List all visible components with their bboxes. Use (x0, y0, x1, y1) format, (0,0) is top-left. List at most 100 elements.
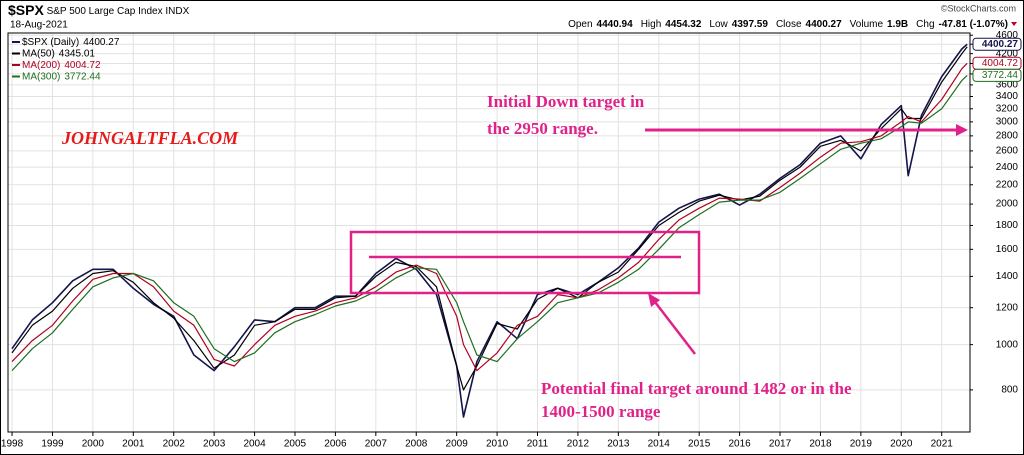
arrow-head (648, 293, 660, 307)
x-tick-label: 2006 (324, 439, 347, 450)
x-tick-label: 2009 (446, 439, 469, 450)
lines (11, 43, 968, 418)
value-label: 4004.72 (982, 58, 1019, 69)
x-tick-label: 2007 (365, 439, 388, 450)
value-box: 4004.72 (972, 56, 1022, 70)
series-line (11, 74, 968, 372)
x-tick-label: 2013 (607, 439, 630, 450)
exchange: INDX (165, 6, 189, 17)
value-label: 3772.44 (982, 70, 1019, 81)
y-tick-label: 4600 (996, 30, 1019, 41)
quote-value: 4440.94 (597, 19, 634, 30)
value-box: 3772.44 (972, 68, 1022, 82)
x-tick-label: 2008 (405, 439, 428, 450)
y-tick-label: 3400 (996, 91, 1019, 102)
legend-name: MA(50) (22, 48, 55, 59)
quote-value: 1.9B (887, 19, 908, 30)
legend-name: MA(200) (22, 60, 60, 71)
quote-label: Low (709, 19, 728, 30)
y-tick-label: 4200 (996, 48, 1019, 59)
legend-value: 3772.44 (64, 71, 101, 82)
legend-entry: MA(300) 3772.44 (22, 71, 101, 82)
quote-label: Volume (850, 19, 884, 30)
legend-value: 4400.27 (83, 37, 120, 48)
x-tick-label: 2011 (527, 439, 549, 450)
x-tick-label: 2012 (567, 439, 590, 450)
x-tick-label: 2021 (931, 439, 954, 450)
x-tick-label: 2019 (850, 439, 873, 450)
quote-label: Chg (916, 19, 934, 30)
quote-value: 4397.59 (732, 19, 769, 30)
x-tick-label: 2020 (890, 439, 913, 450)
annotation: the 2950 range. (487, 119, 598, 138)
annotation: Initial Down target in (487, 92, 645, 111)
y-tick-label: 1000 (996, 339, 1019, 350)
y-tick-label: 3600 (996, 80, 1019, 91)
y-tick-label: 800 (1001, 385, 1018, 396)
legend-entry: MA(200) 4004.72 (22, 60, 101, 71)
quote-label: Close (776, 19, 802, 30)
x-tick-label: 2003 (203, 439, 226, 450)
annotation: 1400-1500 range (541, 402, 661, 421)
arrow (654, 301, 696, 355)
quote-label: High (641, 19, 662, 30)
down-marker (1011, 22, 1017, 26)
x-tick-label: 2014 (648, 439, 671, 450)
series-line (11, 62, 968, 372)
x-tick-label: 2005 (284, 439, 307, 450)
y-tick-label: 1200 (996, 302, 1019, 313)
quote-value: -47.81 (-1.07%) (939, 19, 1008, 30)
legend-entry: $SPX (Daily) 4400.27 (22, 37, 120, 48)
x-tick-label: 2018 (809, 439, 832, 450)
quote-value: 4400.27 (806, 19, 843, 30)
x-tick-label: 2002 (163, 439, 186, 450)
source: ©StockCharts.com (941, 3, 1016, 13)
range-box (349, 230, 701, 295)
quote: Open 4440.94 High 4454.32 Low 4397.59 Close 440… (568, 19, 1008, 30)
value-label: 4400.27 (982, 39, 1019, 50)
site-label: JOHNGALTFLA.COM (61, 128, 239, 148)
y-tick-label: 2600 (996, 146, 1019, 157)
x-tick-label: 2017 (769, 439, 792, 450)
quote-label: Open (568, 19, 592, 30)
right-axis: 800 1000 1200 1400 1600 1800 2000 2200 2400 2600 2… (972, 30, 1022, 396)
annotation: Potential final target around 1482 or in… (541, 379, 852, 398)
y-tick-label: 1600 (996, 244, 1019, 255)
y-tick-label: 3000 (996, 117, 1019, 128)
y-tick-label: 2000 (996, 199, 1019, 210)
series-line (11, 43, 968, 418)
series-line (11, 46, 968, 391)
y-tick-label: 1800 (996, 220, 1019, 231)
y-tick-label: 2800 (996, 131, 1019, 142)
x-tick-label: 1999 (41, 439, 64, 450)
value-box-bg (972, 68, 1022, 82)
legend-entry: MA(50) 4345.01 (22, 48, 95, 59)
index-name: S&P 500 Large Cap Index (47, 6, 163, 17)
plot-frame (7, 32, 971, 433)
legend-value: 4345.01 (59, 48, 96, 59)
y-tick-label: 2200 (996, 179, 1019, 190)
x-tick-label: 2001 (122, 439, 145, 450)
arrow-head (956, 124, 968, 136)
x-tick-label: 2015 (688, 439, 711, 450)
date: 18-Aug-2021 (10, 20, 68, 31)
symbol: $SPX (8, 2, 44, 18)
quote-value: 4454.32 (665, 19, 702, 30)
x-tick-label: 2010 (486, 439, 509, 450)
header-title: $SPX S&P 500 Large Cap Index INDX (8, 2, 190, 18)
x-tick-label: 2004 (243, 439, 266, 450)
legend-name: MA(300) (22, 71, 60, 82)
y-tick-label: 3200 (996, 103, 1019, 114)
x-tick-label: 1998 (1, 439, 24, 450)
legend-value: 4004.72 (64, 60, 101, 71)
legend-name: $SPX (Daily) (22, 37, 79, 48)
x-tick-label: 2000 (82, 439, 105, 450)
x-tick-label: 2016 (728, 439, 751, 450)
value-box-bg (972, 37, 1022, 51)
y-tick-label: 1400 (996, 271, 1019, 282)
value-box: 4400.27 (972, 37, 1022, 51)
y-tick-label: 2400 (996, 162, 1019, 173)
